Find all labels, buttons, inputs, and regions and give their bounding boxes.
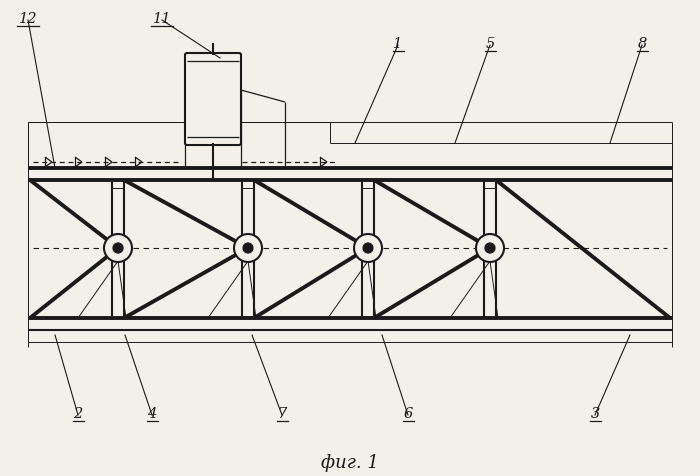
Text: 12: 12	[19, 12, 37, 26]
Circle shape	[485, 243, 495, 253]
Text: 4: 4	[148, 407, 157, 421]
Text: 3: 3	[590, 407, 600, 421]
Circle shape	[243, 243, 253, 253]
Circle shape	[363, 243, 373, 253]
Text: 8: 8	[638, 37, 647, 51]
Circle shape	[476, 234, 504, 262]
Circle shape	[113, 243, 123, 253]
Text: фиг. 1: фиг. 1	[321, 454, 379, 472]
Text: 1: 1	[393, 37, 402, 51]
FancyBboxPatch shape	[185, 53, 241, 145]
Text: 6: 6	[403, 407, 412, 421]
Text: 2: 2	[74, 407, 83, 421]
Circle shape	[104, 234, 132, 262]
Circle shape	[234, 234, 262, 262]
Text: 11: 11	[153, 12, 172, 26]
Text: 7: 7	[277, 407, 286, 421]
Text: 5: 5	[485, 37, 495, 51]
Circle shape	[354, 234, 382, 262]
